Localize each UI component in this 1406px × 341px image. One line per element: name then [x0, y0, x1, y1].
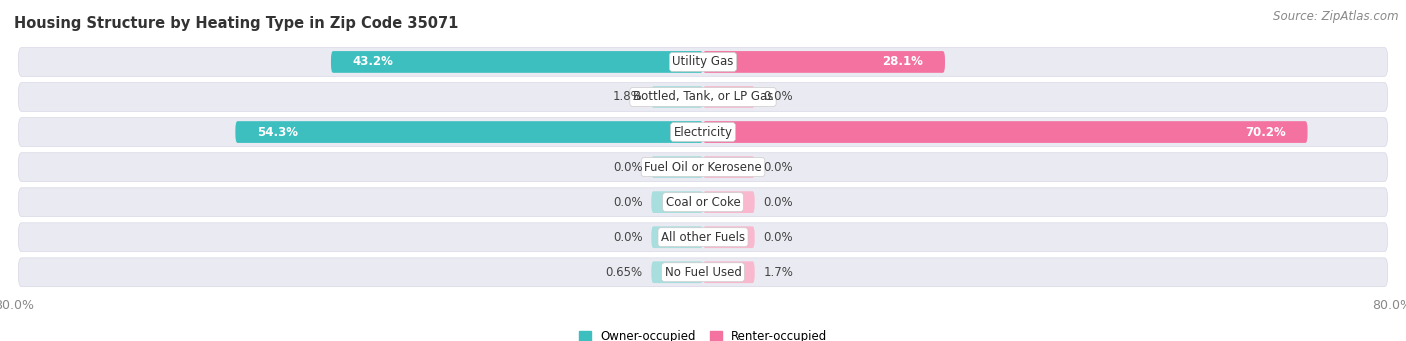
Legend: Owner-occupied, Renter-occupied: Owner-occupied, Renter-occupied [579, 330, 827, 341]
Text: Housing Structure by Heating Type in Zip Code 35071: Housing Structure by Heating Type in Zip… [14, 16, 458, 31]
Text: Electricity: Electricity [673, 125, 733, 138]
Text: 0.0%: 0.0% [613, 196, 643, 209]
Text: 43.2%: 43.2% [353, 56, 394, 69]
Text: 28.1%: 28.1% [883, 56, 924, 69]
Text: Coal or Coke: Coal or Coke [665, 196, 741, 209]
FancyBboxPatch shape [703, 191, 755, 213]
Text: 0.65%: 0.65% [606, 266, 643, 279]
FancyBboxPatch shape [18, 118, 1388, 146]
Text: Fuel Oil or Kerosene: Fuel Oil or Kerosene [644, 161, 762, 174]
FancyBboxPatch shape [18, 48, 1388, 76]
Text: 0.0%: 0.0% [763, 90, 793, 104]
Text: 54.3%: 54.3% [257, 125, 298, 138]
FancyBboxPatch shape [651, 86, 703, 108]
Text: All other Fuels: All other Fuels [661, 231, 745, 244]
FancyBboxPatch shape [330, 51, 703, 73]
Text: Bottled, Tank, or LP Gas: Bottled, Tank, or LP Gas [633, 90, 773, 104]
FancyBboxPatch shape [703, 226, 755, 248]
FancyBboxPatch shape [703, 156, 755, 178]
FancyBboxPatch shape [703, 51, 945, 73]
Text: 70.2%: 70.2% [1246, 125, 1286, 138]
FancyBboxPatch shape [18, 188, 1388, 217]
Text: 0.0%: 0.0% [763, 161, 793, 174]
Text: 0.0%: 0.0% [763, 196, 793, 209]
Text: 0.0%: 0.0% [613, 231, 643, 244]
FancyBboxPatch shape [651, 156, 703, 178]
FancyBboxPatch shape [703, 86, 755, 108]
Text: Source: ZipAtlas.com: Source: ZipAtlas.com [1274, 10, 1399, 23]
Text: 0.0%: 0.0% [613, 161, 643, 174]
FancyBboxPatch shape [235, 121, 703, 143]
FancyBboxPatch shape [651, 191, 703, 213]
Text: No Fuel Used: No Fuel Used [665, 266, 741, 279]
FancyBboxPatch shape [651, 226, 703, 248]
FancyBboxPatch shape [651, 261, 703, 283]
FancyBboxPatch shape [18, 258, 1388, 286]
FancyBboxPatch shape [703, 261, 755, 283]
Text: 1.7%: 1.7% [763, 266, 793, 279]
FancyBboxPatch shape [18, 153, 1388, 181]
Text: Utility Gas: Utility Gas [672, 56, 734, 69]
FancyBboxPatch shape [18, 223, 1388, 252]
Text: 0.0%: 0.0% [763, 231, 793, 244]
Text: 1.8%: 1.8% [613, 90, 643, 104]
FancyBboxPatch shape [18, 83, 1388, 112]
FancyBboxPatch shape [703, 121, 1308, 143]
